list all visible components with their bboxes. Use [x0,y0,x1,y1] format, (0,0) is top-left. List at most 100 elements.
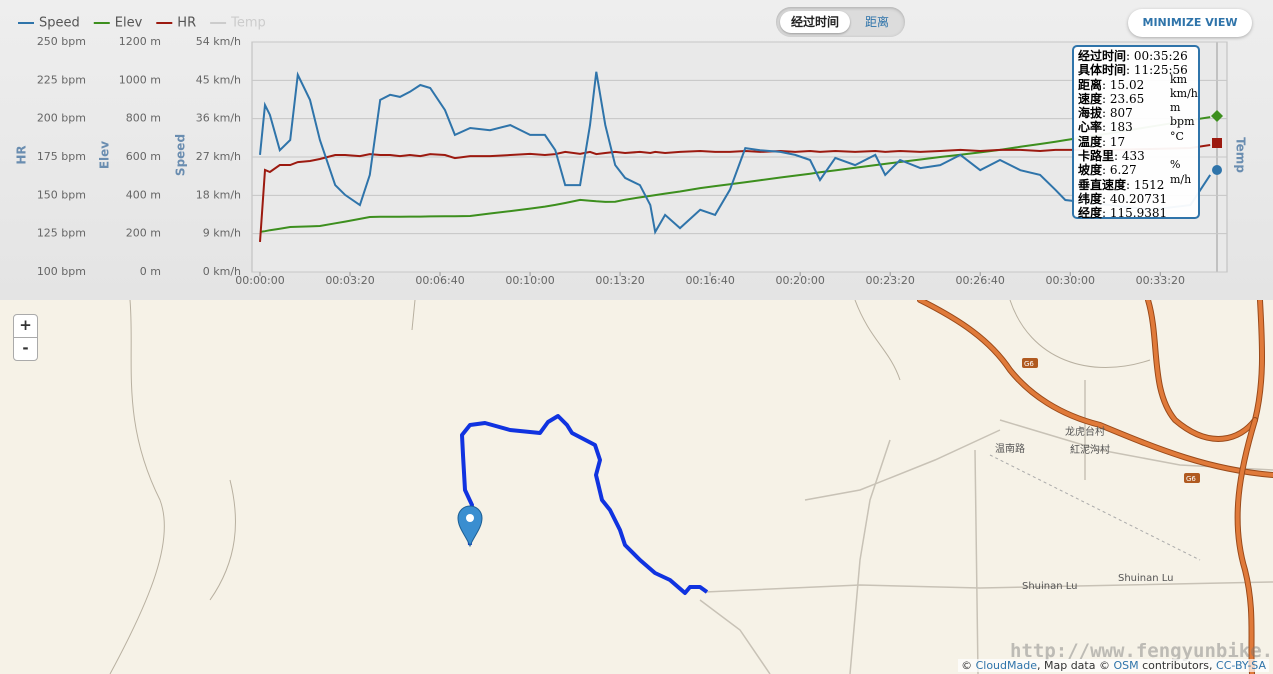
y-tick-label: 175 bpm [37,150,86,163]
attribution-text: contributors, [1138,659,1217,672]
toggle-option[interactable]: 距离 [865,15,890,29]
y-tick-label: 0 m [140,265,161,278]
toggle-option[interactable]: 经过时间 [780,11,850,33]
legend-label: Temp [230,16,266,31]
tooltip-row: 心率: 183 bpm [1078,115,1195,135]
tooltip-label: 距离 [1078,77,1103,92]
shield [1184,473,1200,483]
map-bg [0,300,1273,674]
tooltip-label: 温度 [1078,134,1103,149]
minor-roads [699,380,1273,674]
tooltip-row: 具体时间: 11:25:56 [1078,63,1194,77]
tooltip-label: 垂直速度 [1078,177,1127,192]
marker-dot [466,514,474,522]
tooltip-row: 海拔: 807 m [1078,101,1194,121]
tooltip-label: 纬度 [1078,191,1103,206]
tooltip-label: 心率 [1078,120,1103,135]
y-tick-label: 54 km/h [196,35,241,48]
attribution-text: © [961,659,976,672]
series-line [259,116,1211,233]
tooltip-label: 具体时间 [1078,63,1127,78]
y-tick-label: 0 km/h [203,265,241,278]
tooltip-value: : 807 [1102,106,1133,121]
minimize-button[interactable]: MINIMIZE VIEW [1128,9,1252,37]
map-label: Shuinan Lu [1022,581,1078,592]
y-tick-label: 600 m [126,150,161,163]
y-tick-label: 250 bpm [37,35,86,48]
hover-marker [1212,138,1222,148]
tooltip-row: 卡路里: 433 [1078,149,1194,163]
tooltip-value: : 17 [1102,134,1126,149]
tooltip-label: 经过时间 [1078,49,1127,63]
x-tick-label: 00:23:20 [865,274,914,287]
watermark: http://www.fengyunbike.com [1010,640,1273,662]
x-tick-label: 00:10:00 [505,274,554,287]
x-tick-label: 00:30:00 [1046,274,1095,287]
y2-title: Elev [98,141,112,169]
tooltip-value: : 6.27 [1102,163,1137,178]
chart-panel: HR Elev Speed Temp 0 km/h 9 km/h 18 km/h 27… [0,0,1273,300]
map-label: G6 [1024,360,1034,368]
x-tick-label: 00:26:40 [956,274,1005,287]
y-tick-label: 200 m [126,227,161,240]
tooltip-row: 温度: 17 °C [1078,130,1194,149]
map-label: 龙虎台村 [1065,425,1105,438]
tooltip-unit: bpm [1170,115,1195,129]
map-label: Shuinan Lu [1118,573,1174,584]
tooltip-label: 坡度 [1078,163,1103,178]
chart: HR Elev Speed Temp 0 km/h 9 km/h 18 km/h 27… [15,16,1248,288]
x-tick-label: 00:16:40 [685,274,734,287]
hover-marker [1211,110,1223,122]
tooltip-value: : 11:25:56 [1126,63,1188,78]
tooltip-value: : 40.20731 [1102,191,1168,206]
tooltip-value: : 23.65 [1102,91,1145,106]
y-tick-label: 225 bpm [37,73,86,86]
y4-title: Temp [1234,137,1248,173]
tooltip-value: : 00:35:26 [1126,49,1188,63]
legend-label: HR [177,16,196,31]
tooltip-row: 坡度: 6.27% [1078,158,1194,178]
attribution-text: , Map data © [1037,659,1114,672]
y-tick-label: 200 bpm [37,112,86,125]
legend-label: Elev [115,16,143,31]
series-line [259,144,1211,242]
y-tick-label: 100 bpm [37,265,86,278]
tooltip-label: 速度 [1078,91,1103,106]
attribution-link[interactable]: CC-BY-SA [1216,659,1266,672]
tooltip-unit: km/h [1170,86,1198,100]
tooltip-row: 经过时间: 00:35:26 [1078,49,1194,63]
series-line [259,71,1212,235]
tooltip-row: 纬度: 40.20731 [1078,192,1194,206]
y-tick-label: 1200 m [119,35,161,48]
x-tick-label: 00:33:20 [1136,274,1185,287]
tooltip-value: : 433 [1114,149,1145,164]
tooltip-label: 海拔 [1078,106,1103,121]
tooltip: 经过时间: 00:35:26 具体时间: 11:25:56 距离: 15.02 km 速… [1072,45,1200,220]
y-tick-label: 125 bpm [37,227,86,240]
x-tick-label: 00:20:00 [775,274,824,287]
tooltip-unit: °C [1170,129,1184,143]
tooltip-label: 卡路里 [1078,149,1115,164]
tooltip-row: 经度: 115.9381 [1078,206,1194,220]
tooltip-unit: m/h [1170,172,1192,186]
y-tick-label: 400 m [126,188,161,201]
y-tick-label: 18 km/h [196,188,241,201]
attribution-link[interactable]: CloudMade [975,659,1037,672]
tooltip-row: 垂直速度: 1512 m/h [1078,173,1194,192]
x-tick-label: 00:03:20 [325,274,374,287]
x-mode-toggle: 经过时间 距离 [776,7,905,37]
legend-label: Speed [39,16,80,31]
highways [917,300,1273,674]
y-tick-label: 36 km/h [196,112,241,125]
attribution-link[interactable]: OSM [1113,659,1139,672]
y3-title: HR [15,145,29,164]
zoom-out[interactable]: - [13,337,38,361]
terrain [109,300,1151,674]
zoom-in[interactable]: + [13,314,38,338]
start-marker [457,505,483,548]
tooltip-row: 距离: 15.02 km [1078,73,1194,92]
route [460,414,709,595]
y-tick-label: 45 km/h [196,73,241,86]
y-tick-label: 9 km/h [203,227,241,240]
hover-marker [1212,165,1222,175]
